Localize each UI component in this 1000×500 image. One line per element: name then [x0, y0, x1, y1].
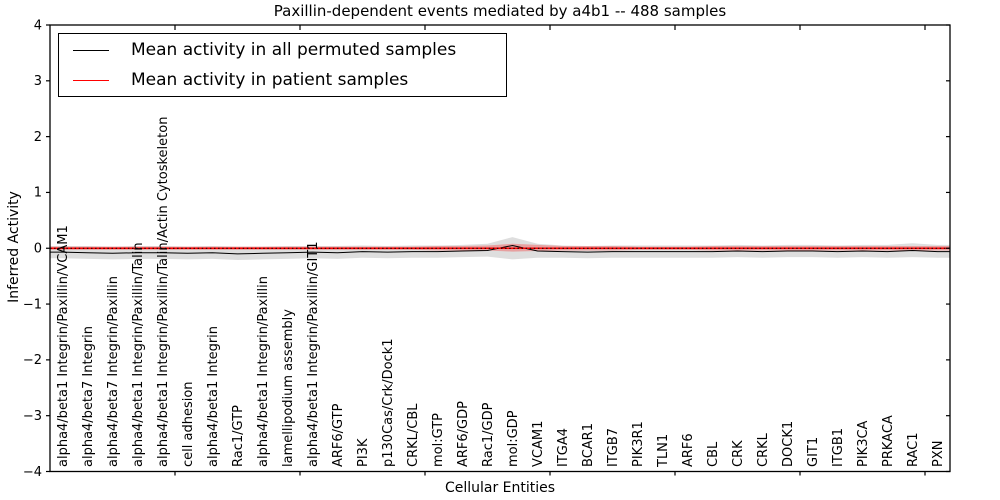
x-tick-label: alpha4/beta1 Integrin/Paxillin/GIT1: [306, 241, 321, 467]
x-tick-label: CBL: [706, 441, 721, 467]
x-tick-label: ARF6/GTP: [331, 403, 346, 467]
x-tick-label: mol:GTP: [431, 413, 446, 467]
x-tick-label: alpha4/beta1 Integrin/Paxillin/Talin: [131, 242, 146, 467]
x-tick-label: PIK3CA: [856, 420, 871, 467]
x-tick-label: PI3K: [356, 438, 371, 467]
x-tick-label: BCAR1: [581, 423, 596, 467]
x-tick-label: ITGB7: [606, 428, 621, 467]
x-tick-label: DOCK1: [781, 421, 796, 467]
legend: Mean activity in all permuted samples Me…: [58, 33, 507, 97]
x-tick-label: ARF6: [681, 433, 696, 467]
x-tick-label: CRKL: [756, 432, 771, 467]
y-tick-label: −4: [23, 465, 42, 480]
x-tick-label: CRK: [731, 440, 746, 467]
x-tick-label: VCAM1: [531, 421, 546, 467]
x-tick-label: GIT1: [806, 437, 821, 467]
legend-label-permuted: Mean activity in all permuted samples: [131, 40, 457, 60]
x-tick-label: Rac1/GDP: [481, 402, 496, 467]
x-tick-label: p130Cas/Crk/Dock1: [381, 338, 396, 467]
x-tick-label: PRKACA: [881, 415, 896, 467]
x-tick-label: PIK3R1: [631, 421, 646, 467]
y-tick-label: 1: [34, 186, 42, 201]
x-axis-label: Cellular Entities: [444, 480, 556, 496]
legend-label-patient: Mean activity in patient samples: [131, 70, 409, 90]
x-tick-label: alpha4/beta1 Integrin/Paxillin: [256, 276, 271, 467]
legend-item-permuted: Mean activity in all permuted samples: [73, 35, 506, 65]
y-tick-label: 0: [34, 242, 42, 257]
x-tick-label: alpha4/beta1 Integrin/Paxillin/VCAM1: [56, 225, 71, 467]
x-tick-label: Rac1/GTP: [231, 405, 246, 467]
x-tick-label: cell adhesion: [181, 381, 196, 467]
y-tick-label: 4: [34, 18, 42, 33]
x-tick-label: ITGB1: [831, 428, 846, 467]
patient-line-swatch: [73, 79, 109, 81]
y-tick-label: −2: [23, 353, 42, 368]
y-tick-label: −1: [23, 297, 42, 312]
y-axis-label: Inferred Activity: [6, 191, 22, 303]
y-tick-label: 2: [34, 130, 42, 145]
x-tick-label: CRKL/CBL: [406, 403, 421, 467]
legend-item-patient: Mean activity in patient samples: [73, 65, 506, 95]
permuted-line-swatch: [73, 49, 109, 51]
x-tick-label: lamellipodium assembly: [281, 309, 296, 467]
x-tick-label: alpha4/beta7 Integrin: [81, 326, 96, 467]
x-tick-label: TLN1: [656, 434, 671, 468]
x-tick-label: ARF6/GDP: [456, 401, 471, 467]
x-tick-label: PXN: [931, 441, 946, 467]
x-tick-label: ITGA4: [556, 428, 571, 467]
y-tick-label: −3: [23, 409, 42, 424]
x-tick-label: RAC1: [906, 432, 921, 467]
x-tick-label: mol:GDP: [506, 410, 521, 467]
x-tick-label: alpha4/beta1 Integrin/Paxillin/Talin/Act…: [156, 117, 171, 467]
x-tick-label: alpha4/beta7 Integrin/Paxillin: [106, 276, 121, 467]
y-tick-label: 3: [34, 74, 42, 89]
x-tick-label: alpha4/beta1 Integrin: [206, 326, 221, 467]
chart-title: Paxillin-dependent events mediated by a4…: [273, 2, 727, 20]
